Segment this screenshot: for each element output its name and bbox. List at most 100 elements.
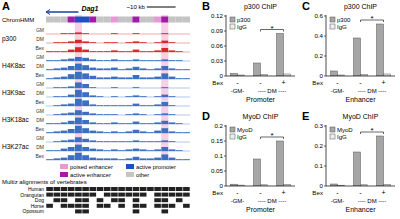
signal-bar xyxy=(154,34,161,35)
category-label: + xyxy=(381,189,385,196)
signal-bar xyxy=(118,141,125,143)
signal-bar xyxy=(46,34,53,35)
chromhmm-state xyxy=(168,17,175,23)
signal-bar xyxy=(147,34,154,35)
condition-label: GM xyxy=(36,54,44,60)
signal-bar xyxy=(133,59,140,61)
alignment-block xyxy=(147,209,154,210)
chromhmm-state xyxy=(53,17,60,23)
signal-bar xyxy=(75,153,82,160)
x-axis xyxy=(326,186,395,187)
condition-label: Bex xyxy=(35,72,44,78)
signal-bar xyxy=(183,97,190,98)
alignment-block xyxy=(46,193,53,197)
chromhmm-state xyxy=(96,17,103,23)
signal-bar xyxy=(118,159,125,161)
category-label: + xyxy=(281,79,285,86)
signal-bar xyxy=(125,123,132,125)
signal-bar xyxy=(176,97,183,98)
signal-bar xyxy=(75,64,82,70)
alignment-block xyxy=(147,198,154,199)
alignment-label: Multiz alignments of vertebrates xyxy=(2,179,87,185)
tick-label: 0.1 xyxy=(314,162,323,169)
bar xyxy=(377,24,384,76)
signal-bar xyxy=(111,141,118,143)
signal-bar xyxy=(118,132,125,134)
panel-letter: A xyxy=(2,0,10,12)
signal-bar xyxy=(140,96,147,98)
legend-swatch xyxy=(330,134,335,139)
bar xyxy=(277,141,284,186)
signal-bar xyxy=(111,114,118,116)
signal-bar xyxy=(154,104,161,106)
chart-title: p300 ChIP xyxy=(344,3,377,11)
signal-bar xyxy=(53,105,60,107)
alignment-block xyxy=(169,193,176,197)
signal-bar xyxy=(133,95,140,97)
condition-label: GM xyxy=(36,108,44,114)
signal-bar xyxy=(53,51,60,53)
track-baseline xyxy=(46,160,190,161)
signal-bar xyxy=(53,34,60,35)
group-label: ---- DM ---- xyxy=(358,88,387,94)
signal-bar xyxy=(75,40,82,43)
legend-label: p300 xyxy=(237,17,251,23)
signal-bar xyxy=(154,149,161,151)
signal-bar xyxy=(82,73,89,79)
signal-bar xyxy=(125,96,132,98)
signal-bar xyxy=(154,131,161,133)
legend-swatch xyxy=(230,17,235,22)
signal-bar xyxy=(82,155,89,160)
legend-label: MyoD xyxy=(337,127,353,133)
alignment-block xyxy=(97,209,104,210)
signal-bar xyxy=(75,82,82,88)
tick-label: 0.05 xyxy=(211,167,224,174)
chromhmm-state xyxy=(125,17,132,23)
signal-bar xyxy=(118,34,125,35)
signal-bar xyxy=(97,60,104,62)
signal-bar xyxy=(169,88,176,89)
signal-bar xyxy=(53,150,60,152)
alignment-block xyxy=(126,198,133,199)
signal-bar xyxy=(75,126,82,133)
signal-bar xyxy=(154,122,161,124)
highlight xyxy=(161,15,168,160)
tick-label: 0.2 xyxy=(314,142,323,149)
legend-swatch xyxy=(230,127,235,132)
signal-bar xyxy=(104,105,111,107)
signal-bar xyxy=(53,123,60,125)
alignment-block xyxy=(118,204,125,208)
signal-bar xyxy=(140,141,147,143)
signal-bar xyxy=(125,60,132,62)
bars xyxy=(331,136,391,186)
signal-bar xyxy=(161,113,168,115)
signal-bar xyxy=(89,42,96,44)
signal-bar xyxy=(75,47,82,52)
signal-bar xyxy=(147,132,154,134)
alignment-block xyxy=(46,209,53,210)
alignment-block xyxy=(169,209,176,210)
chromhmm-state xyxy=(89,17,96,23)
chromhmm-state xyxy=(82,17,89,23)
signal-bar xyxy=(133,157,140,160)
alignment-block xyxy=(154,193,161,197)
signal-bar xyxy=(89,51,96,53)
signal-bar xyxy=(133,149,140,151)
signal-bar xyxy=(183,43,190,44)
gene-arrow xyxy=(46,10,50,15)
condition-label: Bex xyxy=(35,126,44,132)
alignment-block xyxy=(162,187,169,191)
tick-label: 0.09 xyxy=(211,27,224,34)
significance-label: * xyxy=(270,24,273,33)
signal-bar xyxy=(147,77,154,79)
signal-bar xyxy=(111,96,118,98)
signal-bar xyxy=(46,159,53,161)
alignment-block xyxy=(140,198,147,199)
alignment-block xyxy=(169,187,176,191)
signal-bar xyxy=(169,50,176,52)
legend-swatch xyxy=(60,164,68,169)
signal-bar xyxy=(61,104,68,106)
signal-bar xyxy=(140,77,147,79)
signal-bar xyxy=(183,61,190,62)
signal-bar xyxy=(46,142,53,143)
